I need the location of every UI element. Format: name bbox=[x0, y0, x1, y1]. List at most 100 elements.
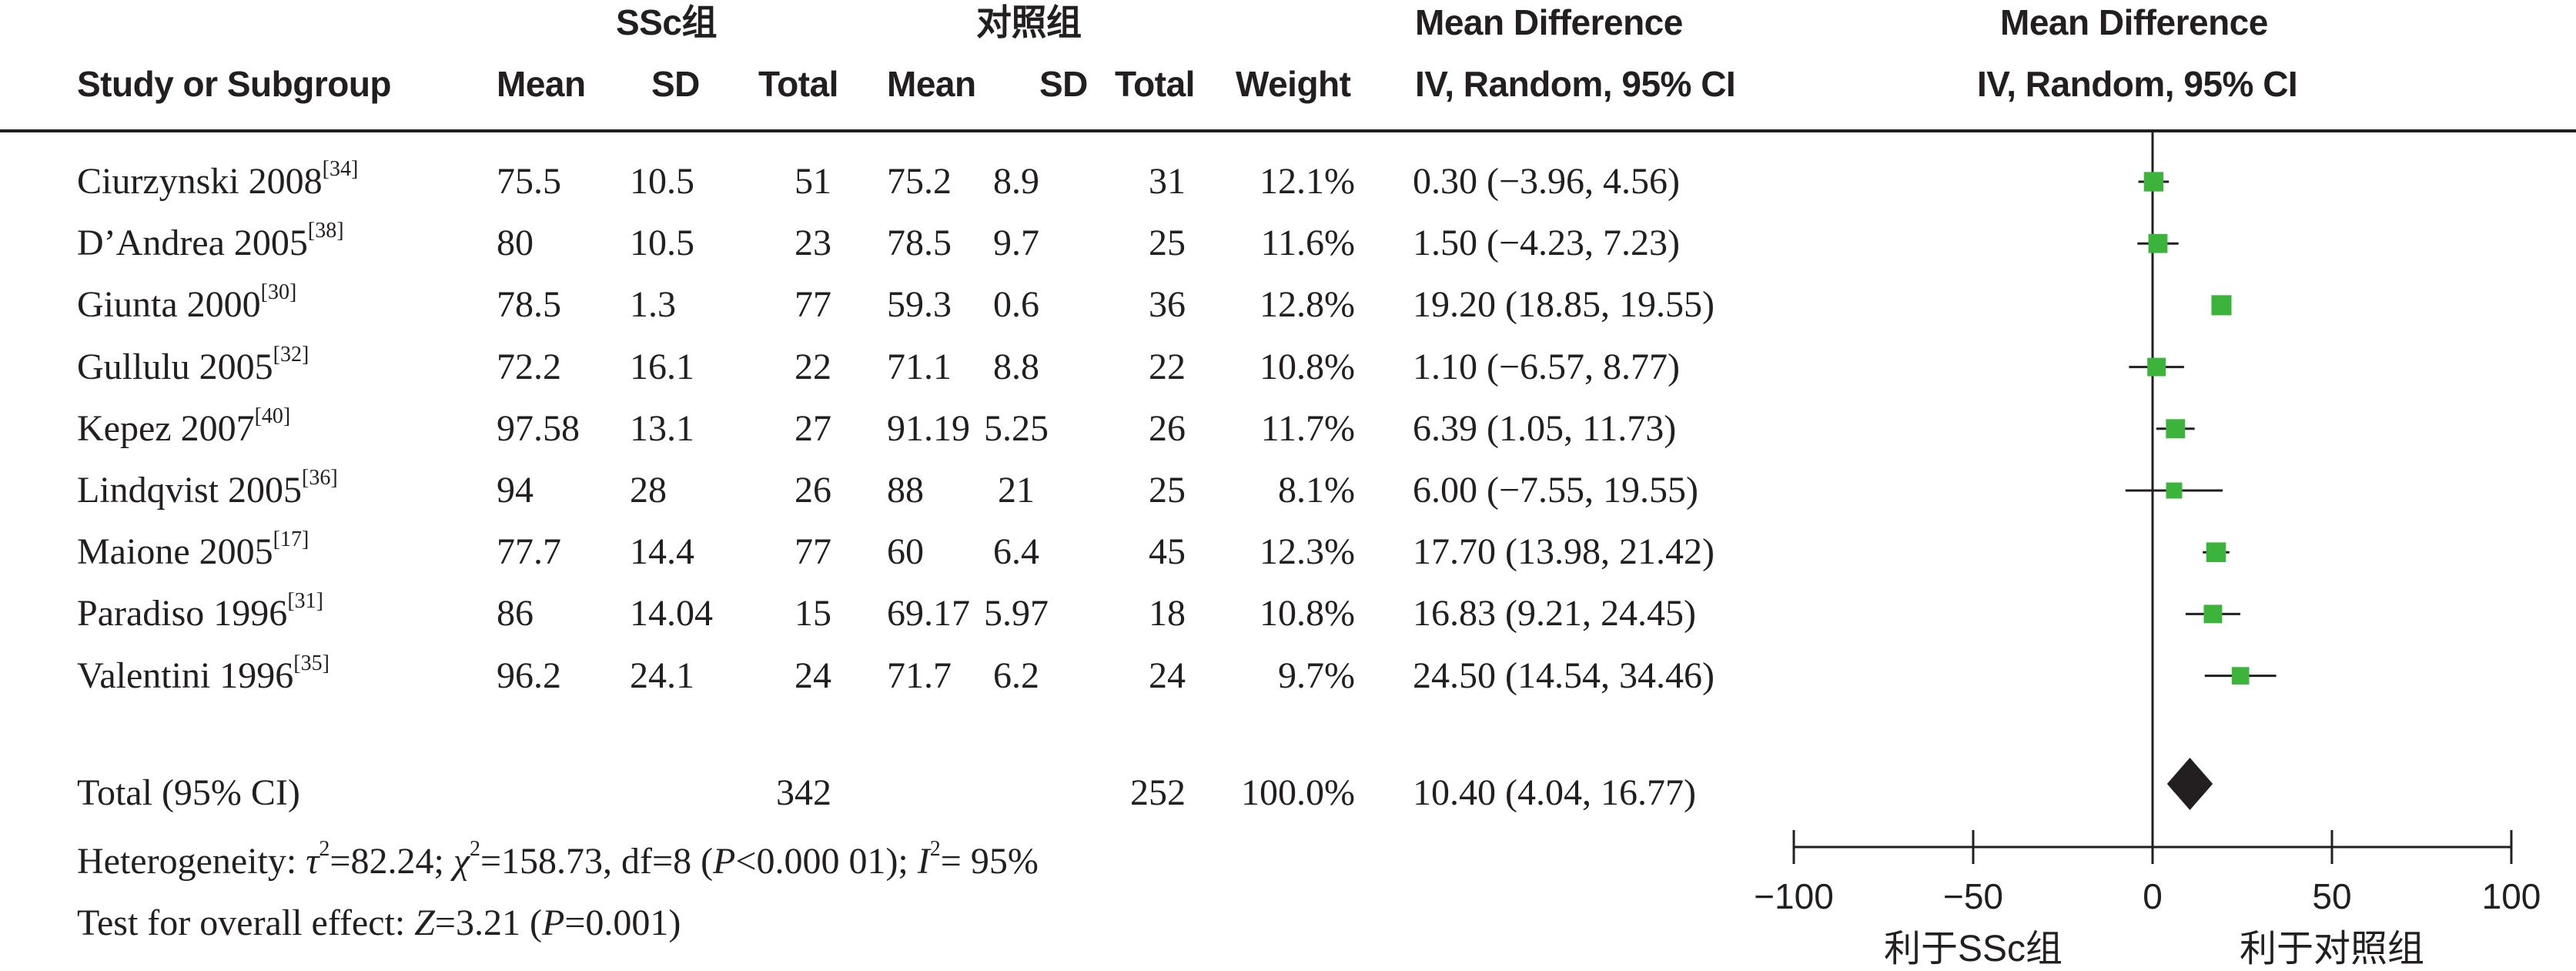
effect-prefix: Test for overall effect: bbox=[77, 902, 415, 943]
cell-mean2: 88 bbox=[887, 470, 924, 511]
i-sup: 2 bbox=[929, 837, 941, 861]
col-sd1-header: SD bbox=[651, 64, 700, 104]
cell-sd1: 1.3 bbox=[630, 284, 676, 326]
cell-sd1: 10.5 bbox=[630, 223, 694, 264]
col-total1-header: Total bbox=[758, 64, 838, 104]
z-value: =3.21 ( bbox=[434, 902, 542, 943]
study-ref: [31] bbox=[287, 589, 323, 614]
cell-mean1: 80 bbox=[497, 223, 534, 264]
cell-ci: 24.50 (14.54, 34.46) bbox=[1413, 655, 1715, 696]
cell-mean2: 75.2 bbox=[887, 161, 952, 202]
chi-value: =158.73, df=8 ( bbox=[480, 841, 714, 882]
cell-mean2: 71.1 bbox=[887, 346, 952, 387]
study-name: Maione 2005[17] bbox=[77, 529, 309, 573]
x-tick-label: 100 bbox=[2482, 876, 2541, 916]
cell-total1: 26 bbox=[795, 470, 831, 511]
total-n1: 342 bbox=[776, 772, 831, 813]
cell-total2: 45 bbox=[1149, 531, 1186, 573]
favours-left-label: 利于SSc组 bbox=[1884, 929, 2062, 969]
cell-total2: 18 bbox=[1149, 593, 1186, 634]
cell-sd2: 8.8 bbox=[993, 346, 1039, 387]
cell-sd2: 8.9 bbox=[993, 161, 1039, 202]
study-name-text: D’Andrea 2005 bbox=[77, 223, 308, 264]
cell-sd2: 5.97 bbox=[984, 593, 1049, 634]
tau-sup: 2 bbox=[319, 837, 330, 861]
cell-total2: 26 bbox=[1149, 407, 1186, 449]
x-tick-label: 0 bbox=[2143, 876, 2163, 916]
cell-mean2: 69.17 bbox=[887, 593, 970, 634]
total-weight: 100.0% bbox=[1241, 772, 1355, 813]
cell-sd2: 6.2 bbox=[993, 655, 1039, 696]
effect-marker bbox=[2143, 172, 2164, 192]
study-name-text: Paradiso 1996 bbox=[77, 593, 288, 634]
study-ref: [40] bbox=[254, 403, 291, 428]
x-tick-label: 50 bbox=[2312, 876, 2351, 916]
effect-marker bbox=[2147, 357, 2166, 377]
cell-mean1: 72.2 bbox=[497, 346, 561, 387]
cell-total1: 24 bbox=[795, 655, 831, 696]
tau-symbol: τ bbox=[306, 841, 319, 882]
tau-value: =82.24; bbox=[330, 841, 453, 882]
cell-mean2: 60 bbox=[887, 531, 924, 573]
cell-sd1: 28 bbox=[630, 470, 667, 511]
het-prefix: Heterogeneity: bbox=[77, 841, 306, 882]
cell-total2: 31 bbox=[1149, 161, 1186, 202]
overall-effect-text: Test for overall effect: Z=3.21 (P=0.001… bbox=[77, 905, 681, 942]
col-ci-header-plot: IV, Random, 95% CI bbox=[1977, 64, 2298, 104]
study-name: Paradiso 1996[31] bbox=[77, 591, 323, 634]
study-name-text: Kepez 2007 bbox=[77, 407, 255, 449]
cell-ci: 16.83 (9.21, 24.45) bbox=[1413, 593, 1696, 634]
cell-weight: 12.1% bbox=[1260, 161, 1355, 202]
cell-total1: 15 bbox=[795, 593, 831, 634]
total-n2: 252 bbox=[1130, 772, 1186, 813]
col-weight-header: Weight bbox=[1236, 64, 1351, 104]
md-header-plot: Mean Difference bbox=[2000, 2, 2268, 42]
x-tick-label: −50 bbox=[1943, 876, 2003, 916]
study-name: D’Andrea 2005[38] bbox=[77, 220, 344, 264]
effect-marker bbox=[2148, 233, 2168, 253]
col-mean1-header: Mean bbox=[497, 64, 586, 104]
cell-sd1: 16.1 bbox=[630, 346, 694, 387]
study-name-text: Lindqvist 2005 bbox=[77, 470, 303, 511]
cell-weight: 10.8% bbox=[1260, 593, 1355, 634]
pooled-diamond bbox=[2166, 758, 2213, 810]
cell-mean1: 77.7 bbox=[497, 531, 561, 573]
study-name-text: Maione 2005 bbox=[77, 531, 273, 573]
cell-mean1: 86 bbox=[497, 593, 534, 634]
md-header-table: Mean Difference bbox=[1415, 2, 1683, 42]
cell-total1: 23 bbox=[795, 223, 831, 264]
favours-right-label: 利于对照组 bbox=[2240, 929, 2424, 969]
cell-total1: 51 bbox=[795, 161, 831, 202]
effect-marker bbox=[2203, 604, 2223, 624]
cell-total2: 25 bbox=[1149, 470, 1186, 511]
study-name-text: Gullulu 2005 bbox=[77, 346, 273, 387]
cell-sd2: 6.4 bbox=[993, 531, 1039, 573]
x-tick-label: −100 bbox=[1754, 876, 1834, 916]
cell-weight: 8.1% bbox=[1278, 470, 1355, 511]
cell-mean1: 97.58 bbox=[497, 407, 580, 449]
effect-marker bbox=[2166, 419, 2186, 439]
cell-total1: 22 bbox=[795, 346, 831, 387]
study-ref: [17] bbox=[273, 527, 309, 552]
study-name: Gullulu 2005[32] bbox=[77, 343, 309, 387]
cell-ci: 0.30 (−3.96, 4.56) bbox=[1413, 161, 1681, 202]
effect-marker bbox=[2231, 667, 2250, 685]
study-name: Ciurzynski 2008[34] bbox=[77, 159, 358, 200]
effect-marker bbox=[2166, 482, 2183, 499]
cell-total1: 77 bbox=[795, 531, 831, 573]
study-name: Lindqvist 2005[36] bbox=[77, 467, 338, 511]
study-name-text: Giunta 2000 bbox=[77, 284, 261, 326]
cell-weight: 10.8% bbox=[1260, 346, 1355, 387]
z-symbol: Z bbox=[414, 902, 435, 943]
chi-symbol: χ bbox=[453, 841, 470, 882]
p2-symbol: P bbox=[541, 902, 565, 943]
study-ref: [32] bbox=[273, 342, 309, 367]
study-name: Giunta 2000[30] bbox=[77, 282, 296, 326]
effect-marker bbox=[2211, 295, 2232, 316]
cell-sd1: 14.4 bbox=[630, 531, 694, 573]
study-ref: [36] bbox=[302, 466, 338, 490]
cell-total1: 77 bbox=[795, 284, 831, 326]
i-symbol: I bbox=[917, 841, 930, 882]
cell-total2: 22 bbox=[1149, 346, 1186, 387]
